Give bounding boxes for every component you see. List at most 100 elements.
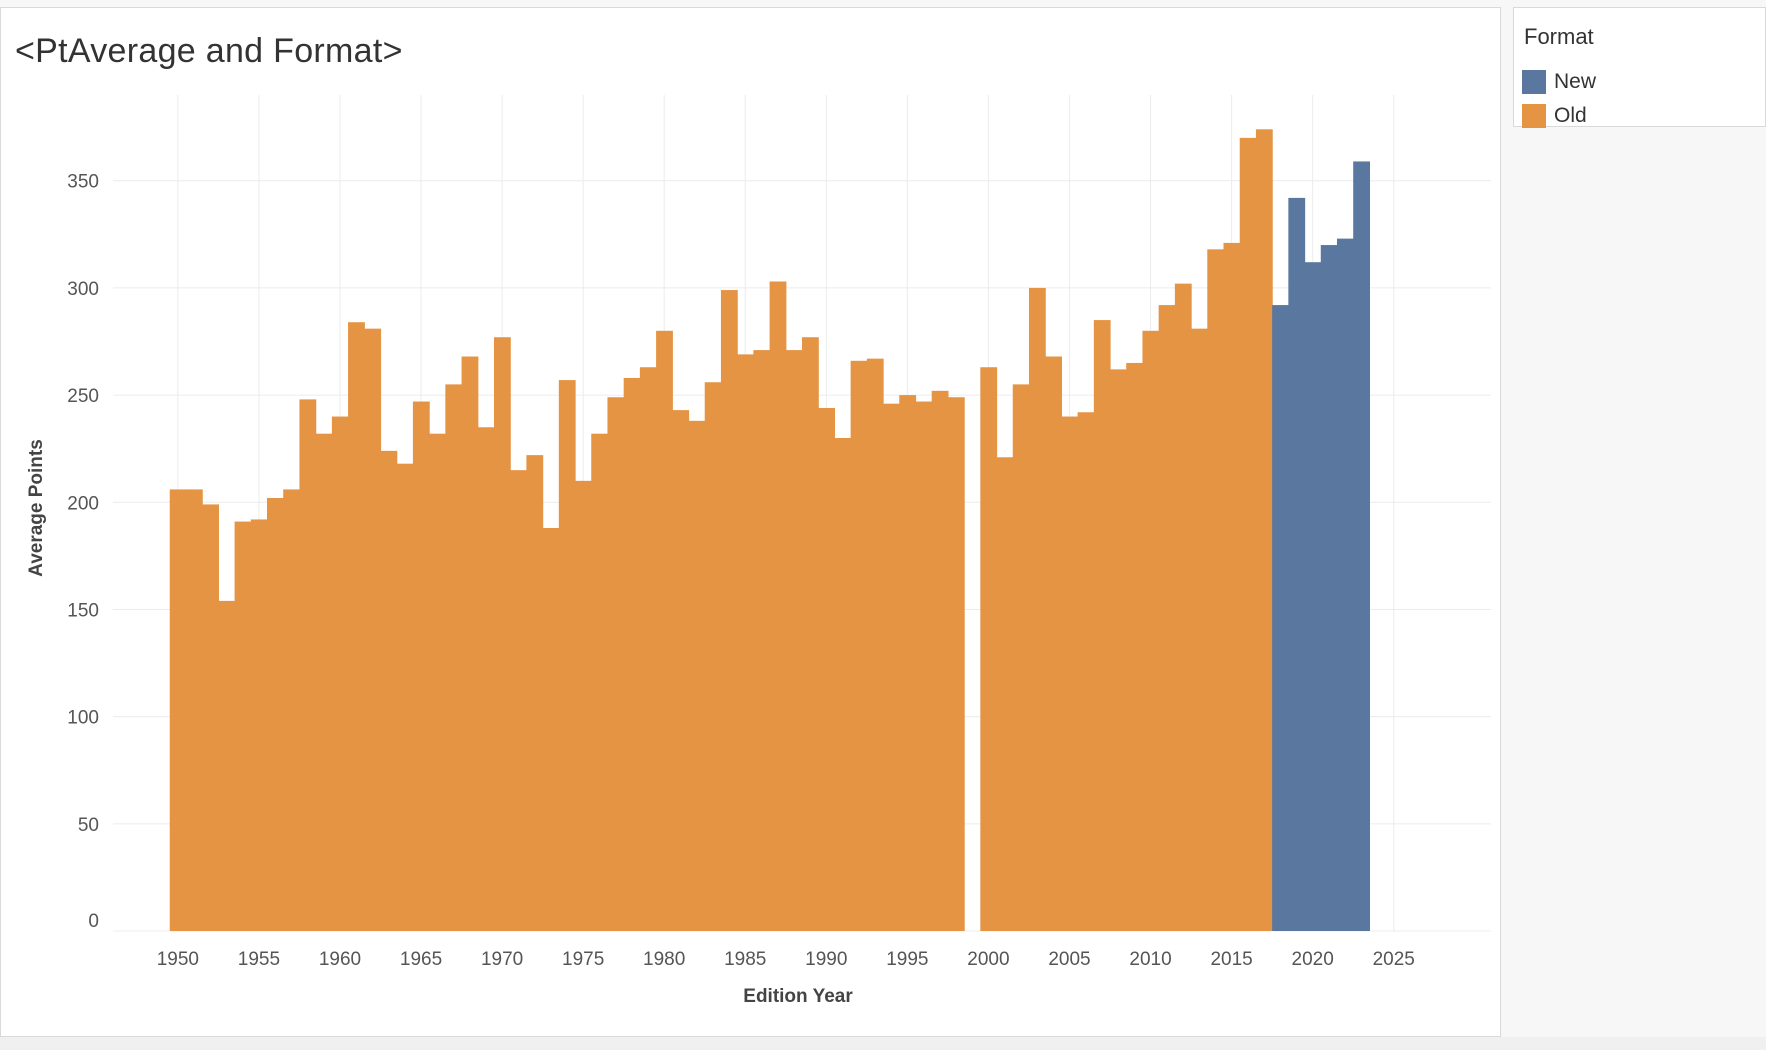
bar-old-1960[interactable] [331,416,349,931]
bar-old-1976[interactable] [591,433,609,931]
bar-old-1998[interactable] [947,397,965,931]
bar-old-1971[interactable] [510,470,527,931]
x-tick-label: 1965 [400,949,442,970]
bar-old-1987[interactable] [769,281,787,931]
bar-old-2016[interactable] [1239,137,1257,931]
bar-old-2009[interactable] [1126,362,1144,931]
bar-old-2001[interactable] [996,457,1014,931]
bar-old-2005[interactable] [1061,416,1079,931]
bar-old-1965[interactable] [412,401,430,931]
bar-old-2015[interactable] [1223,242,1241,931]
bar-old-2004[interactable] [1045,356,1062,931]
bar-old-1957[interactable] [283,489,301,931]
bar-old-1969[interactable] [477,427,495,931]
x-tick-label: 2000 [967,949,1009,970]
bar-old-2000[interactable] [980,367,998,931]
x-axis-label: Edition Year [743,986,853,1007]
bar-old-1994[interactable] [883,403,900,932]
bar-old-2006[interactable] [1077,412,1095,931]
bar-chart[interactable]: 0 50 100 150 200 250 300 350 1950 1955 1960 1965 197… [1,8,1502,1038]
bar-old-1967[interactable] [445,384,463,931]
bar-old-1983[interactable] [704,382,722,931]
bar-old-1989[interactable] [802,337,819,931]
bar-old-1961[interactable] [348,322,365,931]
bar-old-2010[interactable] [1142,330,1160,931]
x-tick-label: 1990 [805,949,847,970]
bar-old-1979[interactable] [639,367,657,931]
legend: Format New Old [1513,7,1766,130]
bar-old-2002[interactable] [1012,384,1030,931]
bar-old-1953[interactable] [218,600,236,931]
x-tick-label: 1960 [319,949,361,970]
legend-item-new[interactable]: New [1522,68,1596,96]
chart-panel: <PtAverage and Format> 0 50 100 150 200 250 30… [0,7,1501,1037]
bar-old-1992[interactable] [850,360,868,931]
bar-old-1970[interactable] [493,337,511,931]
legend-swatch-old [1522,104,1546,128]
bars [169,129,1371,932]
bar-old-1985[interactable] [737,354,754,931]
legend-label-new: New [1554,70,1597,93]
bar-old-1982[interactable] [688,420,706,931]
bar-old-1955[interactable] [250,519,268,931]
x-tick-label: 2005 [1048,949,1090,970]
bottom-strip [0,1037,1766,1050]
bar-old-1954[interactable] [234,521,252,931]
bar-old-1958[interactable] [299,399,317,931]
x-tick-label: 1950 [157,949,199,970]
bar-old-1978[interactable] [623,377,641,931]
y-tick-label: 150 [67,600,99,621]
bar-old-1980[interactable] [656,330,673,931]
bar-new-2020[interactable] [1304,262,1322,931]
bar-old-2011[interactable] [1158,305,1176,932]
bar-old-1973[interactable] [542,528,560,931]
bar-old-2017[interactable] [1255,129,1273,932]
bar-old-1962[interactable] [364,328,382,932]
bar-old-1951[interactable] [185,489,203,931]
bar-old-2003[interactable] [1028,287,1046,931]
bar-old-1986[interactable] [753,350,771,932]
bar-old-2007[interactable] [1093,320,1111,932]
bar-old-1975[interactable] [575,480,592,931]
bar-new-2019[interactable] [1288,197,1306,931]
bar-new-2018[interactable] [1272,305,1289,932]
bar-old-1956[interactable] [267,497,284,931]
bar-old-2008[interactable] [1110,369,1127,931]
bar-old-1996[interactable] [915,401,933,931]
y-tick-label: 0 [88,911,99,932]
legend-swatch-new [1522,70,1546,94]
bar-old-1977[interactable] [607,397,625,931]
bar-old-1968[interactable] [461,356,479,931]
bar-old-1993[interactable] [866,358,884,932]
x-tick-label: 1995 [886,949,928,970]
bar-old-1997[interactable] [931,390,949,931]
bar-old-1963[interactable] [380,450,398,931]
bar-new-2021[interactable] [1320,245,1338,932]
bar-old-1964[interactable] [396,463,414,931]
x-tick-label: 1955 [238,949,280,970]
bar-old-1959[interactable] [315,433,333,931]
bar-new-2023[interactable] [1353,161,1371,931]
legend-label-old: Old [1554,104,1587,127]
bar-new-2022[interactable] [1336,238,1354,932]
bar-old-1981[interactable] [672,410,690,932]
bar-old-1984[interactable] [720,290,738,932]
bar-old-1974[interactable] [558,380,576,932]
bar-old-1988[interactable] [785,350,803,932]
axes: 0 50 100 150 200 250 300 350 1950 1955 1960 1965 197… [67,172,1415,970]
legend-item-old[interactable]: Old [1522,102,1587,130]
bar-old-1966[interactable] [429,433,446,931]
bar-old-2013[interactable] [1191,328,1208,932]
bar-old-1950[interactable] [169,489,187,931]
y-tick-label: 100 [67,708,99,729]
bar-old-1952[interactable] [202,504,219,931]
bar-old-2012[interactable] [1174,283,1192,932]
x-tick-label: 2015 [1210,949,1252,970]
bar-old-1972[interactable] [526,455,544,931]
bar-old-2014[interactable] [1207,249,1225,932]
bar-old-1995[interactable] [899,395,917,932]
x-tick-label: 1980 [643,949,685,970]
bar-old-1991[interactable] [834,437,852,931]
bar-old-1990[interactable] [818,407,836,931]
x-tick-label: 1970 [481,949,523,970]
